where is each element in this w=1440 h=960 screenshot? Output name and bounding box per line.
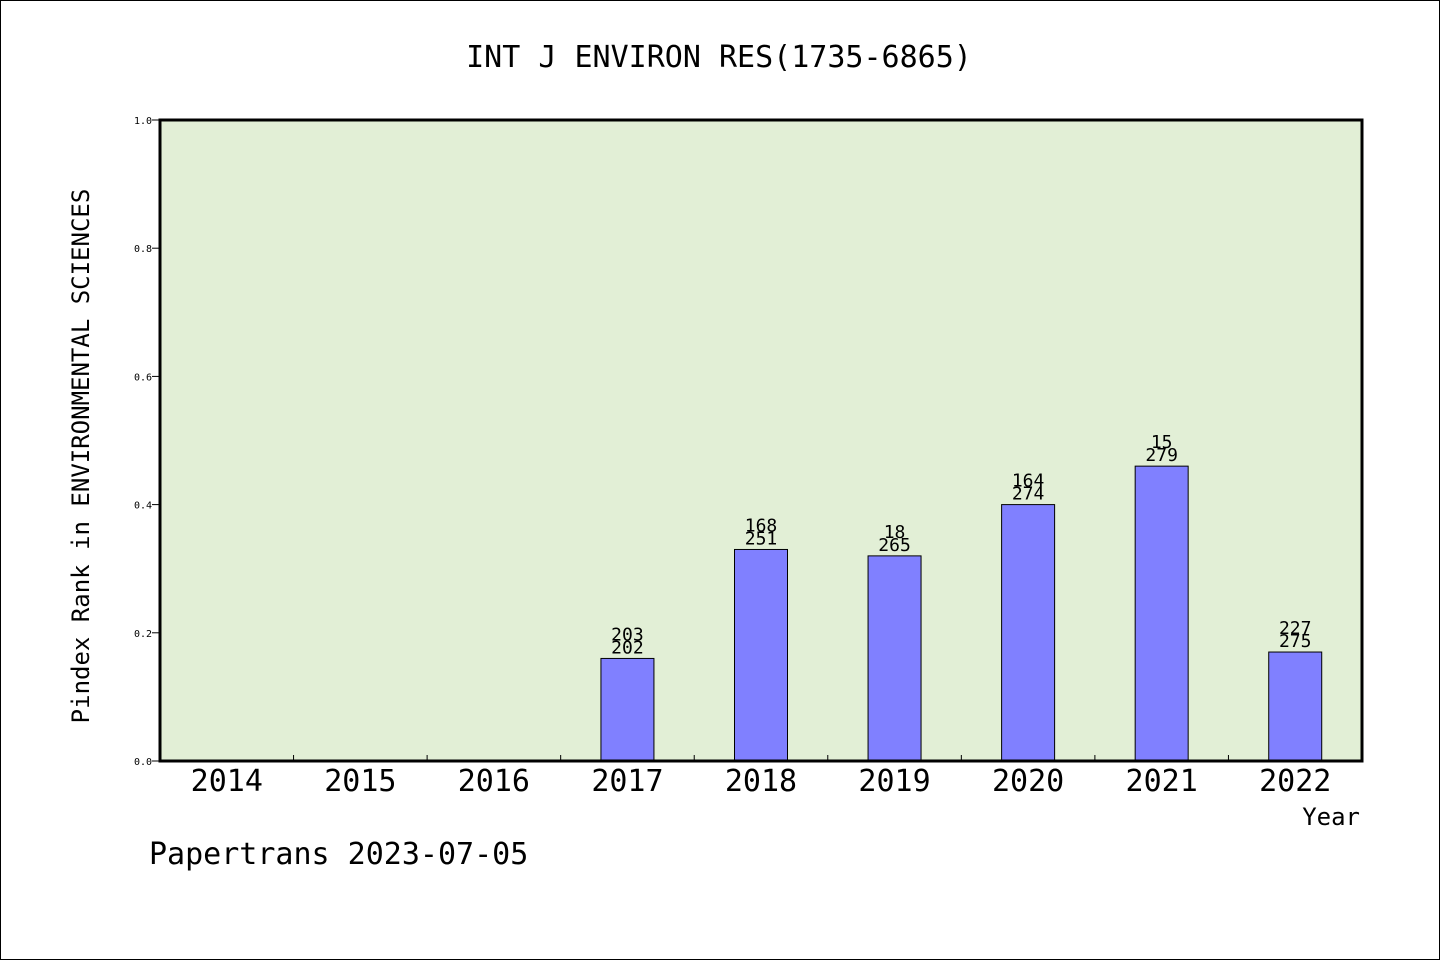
bar <box>1134 465 1189 762</box>
y-tick-label: 0.4 <box>134 501 152 512</box>
y-tick-label: 0.2 <box>134 629 152 640</box>
bar-label-bottom: 275 <box>1279 631 1312 652</box>
x-axis-ticks: 2014 2015 2016 2017 2018 2019 2020 2021 2022 <box>191 755 1331 799</box>
x-tick-label: 2022 <box>1259 764 1331 799</box>
bar-label-bottom: 202 <box>611 637 644 658</box>
bar-label-top: 168 <box>745 515 778 536</box>
plot-border <box>158 118 1364 763</box>
bar-label-top: 203 <box>611 624 644 645</box>
bars-group <box>600 465 1323 762</box>
x-axis-label: Year <box>1302 803 1360 831</box>
x-tick-label: 2018 <box>725 764 797 799</box>
y-tick-label: 0.8 <box>134 244 152 255</box>
x-tick-label: 2019 <box>858 764 930 799</box>
bar-label-top: 227 <box>1279 618 1312 639</box>
bar-label-bottom: 265 <box>878 535 911 556</box>
x-tick-label: 2014 <box>191 764 263 799</box>
bar <box>1001 504 1056 762</box>
bar-label-top: 15 <box>1151 432 1173 453</box>
footer-credit: Papertrans 2023-07-05 <box>149 837 528 872</box>
bar-label-bottom: 251 <box>745 528 778 549</box>
chart-title: INT J ENVIRON RES(1735-6865) <box>466 40 972 75</box>
bar <box>734 548 788 762</box>
y-axis-label: Pindex Rank in ENVIRONMENTAL SCIENCES <box>67 189 95 724</box>
bar <box>867 555 922 762</box>
y-tick-label: 0.6 <box>134 372 152 383</box>
x-tick-label: 2021 <box>1126 764 1198 799</box>
y-tick-label: 0.0 <box>134 757 152 768</box>
bar-label-top: 18 <box>884 522 906 543</box>
bar <box>1268 651 1323 762</box>
bar-label-top: 164 <box>1012 471 1045 492</box>
x-tick-label: 2016 <box>458 764 530 799</box>
bar-label-bottom: 274 <box>1012 484 1045 505</box>
x-tick-label: 2020 <box>992 764 1064 799</box>
x-tick-label: 2017 <box>591 764 663 799</box>
y-axis-ticks: 0.0 0.2 0.4 0.6 0.8 1.0 <box>134 116 160 768</box>
y-tick-label: 1.0 <box>134 116 152 127</box>
bar <box>600 657 655 762</box>
x-tick-label: 2015 <box>324 764 396 799</box>
bar-label-bottom: 279 <box>1145 445 1178 466</box>
